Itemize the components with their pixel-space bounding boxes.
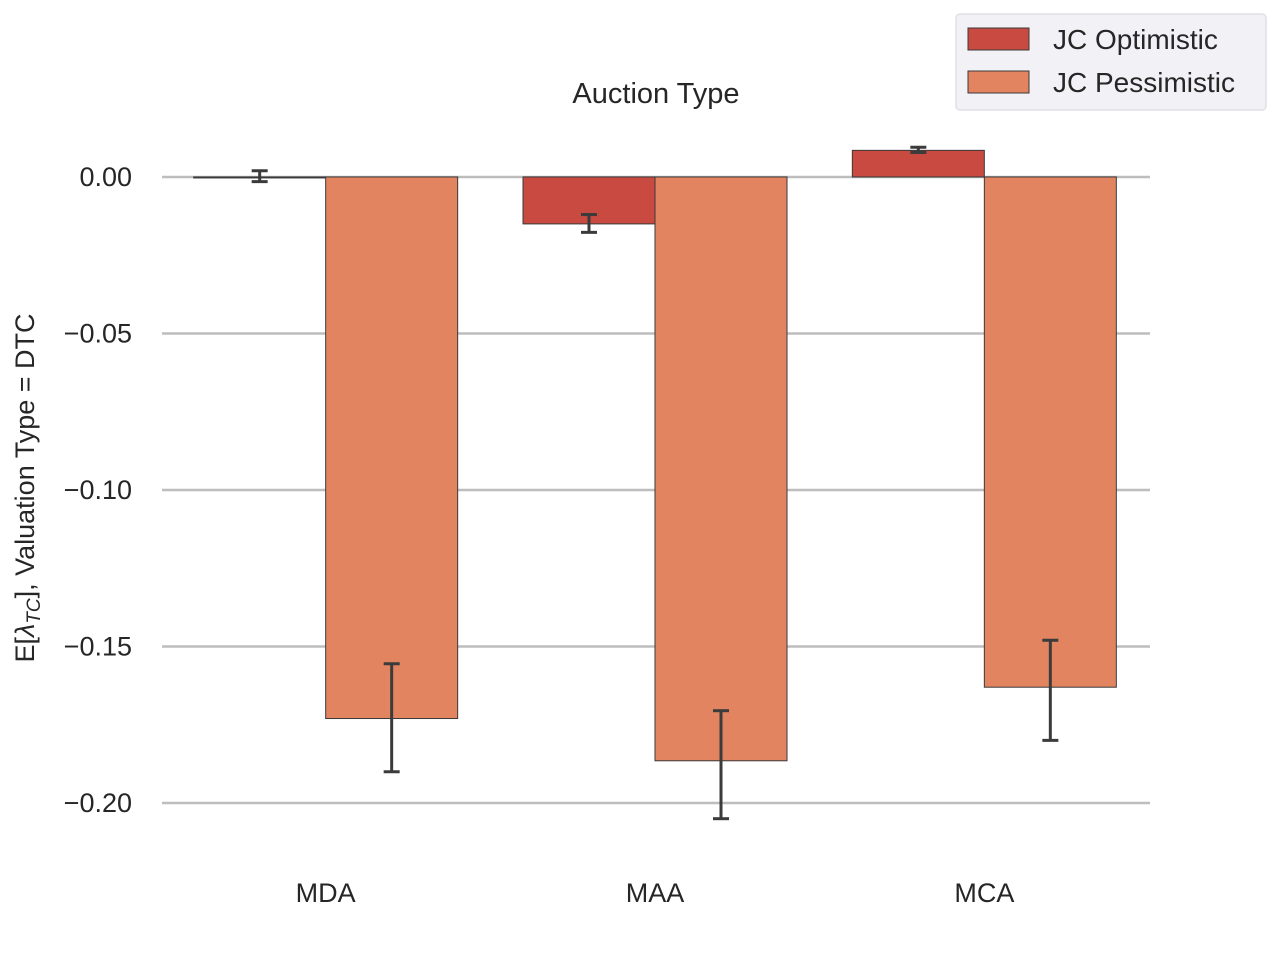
error-bar [713, 709, 729, 821]
y-tick-label: 0.00 [79, 162, 132, 192]
y-tick-label: −0.15 [64, 632, 132, 662]
chart-title: Auction Type [572, 78, 739, 110]
error-bar [251, 169, 268, 184]
x-axis-ticks: MDA MAA MCA [296, 878, 1015, 908]
x-tick-label: MDA [296, 878, 356, 908]
bar-jc-pessimistic-mda [325, 176, 459, 720]
error-bars [251, 145, 1059, 821]
x-tick-label: MAA [626, 878, 685, 908]
legend: JC Optimistic JC Pessimistic [955, 13, 1267, 111]
x-tick-label: MCA [954, 878, 1014, 908]
error-bar [383, 662, 400, 774]
error-bar [1042, 638, 1059, 742]
legend-frame [955, 13, 1267, 111]
legend-label-optimistic: JC Optimistic [1053, 24, 1218, 55]
bars [193, 149, 1117, 762]
bar-jc-optimistic-mca [851, 149, 985, 178]
y-tick-label: −0.05 [64, 318, 132, 348]
bar-jc-pessimistic-mca [983, 176, 1117, 688]
legend-label-pessimistic: JC Pessimistic [1053, 67, 1235, 98]
error-bar [581, 213, 597, 234]
legend-swatch-pessimistic [967, 70, 1030, 94]
error-bar [910, 145, 927, 155]
legend-swatch-optimistic [967, 27, 1030, 51]
y-tick-label: −0.10 [64, 475, 132, 505]
y-axis-ticks: 0.00 −0.05 −0.10 −0.15 −0.20 [64, 162, 132, 818]
y-tick-label: −0.20 [64, 788, 132, 818]
y-axis-label: E[λTC], Valuation Type = DTC [10, 313, 45, 662]
bar-jc-pessimistic-maa [654, 176, 788, 762]
